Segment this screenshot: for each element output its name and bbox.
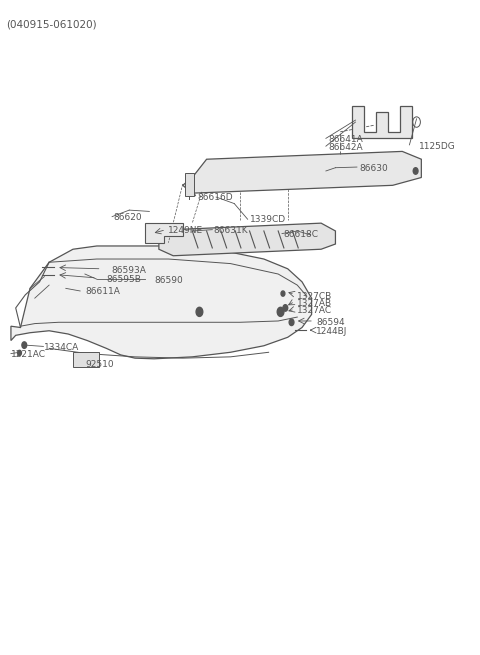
Circle shape (283, 305, 288, 311)
Text: 86620: 86620 (114, 214, 142, 223)
Polygon shape (11, 246, 312, 359)
FancyBboxPatch shape (185, 173, 194, 196)
Text: 86642A: 86642A (328, 143, 363, 152)
FancyBboxPatch shape (73, 352, 99, 367)
Text: 1339CD: 1339CD (250, 215, 286, 224)
Text: 92510: 92510 (85, 360, 114, 369)
Text: 1249NE: 1249NE (168, 227, 204, 235)
Text: 86630: 86630 (360, 164, 388, 173)
Polygon shape (183, 151, 421, 193)
Text: 86594: 86594 (316, 318, 345, 327)
Text: 86595B: 86595B (107, 274, 141, 284)
Text: 1327AB: 1327AB (297, 299, 332, 308)
Text: 86618C: 86618C (283, 231, 318, 239)
Text: 1221AC: 1221AC (11, 350, 46, 360)
Circle shape (289, 319, 294, 326)
Text: 1125DG: 1125DG (419, 141, 456, 151)
Text: 86616D: 86616D (197, 193, 233, 202)
Circle shape (413, 168, 418, 174)
Text: 1244BJ: 1244BJ (316, 327, 348, 336)
Polygon shape (144, 223, 183, 243)
Circle shape (196, 307, 203, 316)
Text: 86590: 86590 (154, 276, 183, 285)
Circle shape (277, 307, 284, 316)
Text: 1327CB: 1327CB (297, 291, 333, 301)
Circle shape (281, 291, 285, 296)
Circle shape (18, 350, 22, 356)
Text: 1334CA: 1334CA (44, 343, 80, 352)
Text: 86611A: 86611A (85, 287, 120, 296)
Polygon shape (352, 105, 412, 138)
Text: 86593A: 86593A (111, 266, 146, 274)
Text: 1327AC: 1327AC (297, 306, 332, 315)
Polygon shape (159, 223, 336, 255)
Text: 86641A: 86641A (328, 135, 363, 144)
Text: (040915-061020): (040915-061020) (6, 20, 97, 29)
Circle shape (22, 342, 27, 348)
Text: 86631K: 86631K (214, 227, 248, 235)
